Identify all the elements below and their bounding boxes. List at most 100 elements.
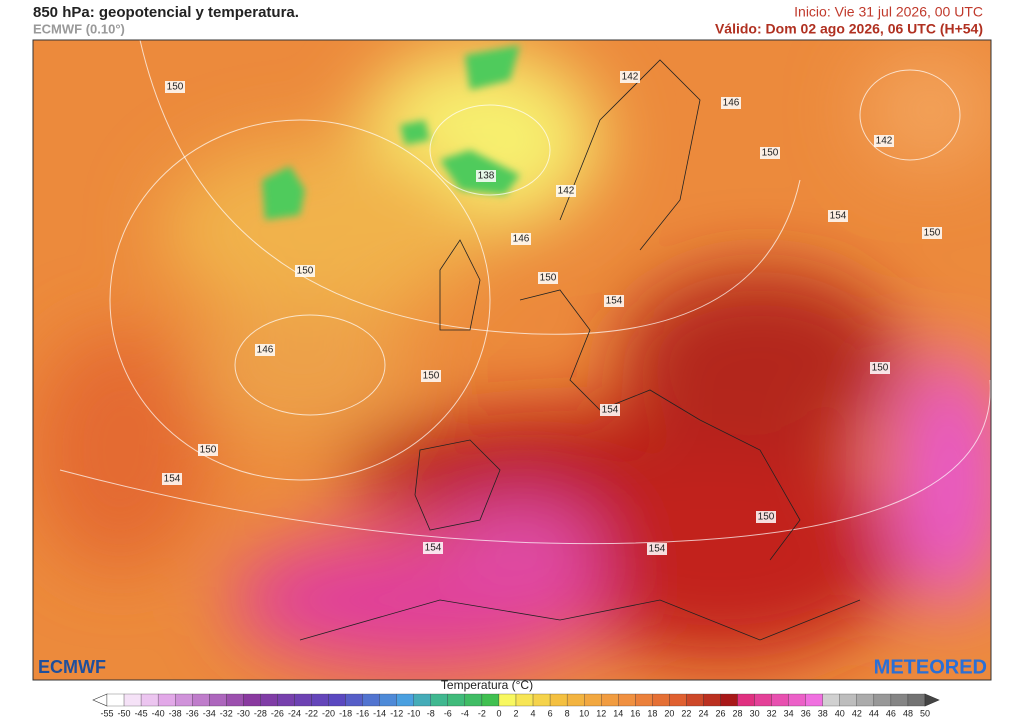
colorbar-tick-label: -26: [271, 708, 284, 718]
contour-label-bg: [760, 147, 780, 159]
colorbar-segment: [379, 693, 397, 707]
valid-time: Válido: Dom 02 ago 2026, 06 UTC (H+54): [715, 21, 983, 37]
colorbar-segment: [157, 693, 176, 707]
colorbar-segment: [584, 693, 602, 707]
colorbar-tick-label: -32: [220, 708, 233, 718]
colorbar-tick-label: 22: [681, 708, 691, 718]
colorbar-tick-label: 12: [596, 708, 606, 718]
colorbar-tick-label: 16: [630, 708, 640, 718]
colorbar-segment: [294, 693, 312, 707]
contour-label-bg: [604, 295, 624, 307]
contour-label-bg: [198, 444, 218, 456]
colorbar-segment: [788, 693, 806, 707]
colorbar-segment: [243, 693, 261, 707]
colorbar-tick-label: -40: [152, 708, 165, 718]
contour-label: 142: [558, 186, 575, 197]
colorbar-segment: [754, 693, 772, 707]
colorbar-tick-label: -36: [186, 708, 199, 718]
contour-label-bg: [828, 210, 848, 222]
colorbar-tick-label: -38: [169, 708, 182, 718]
colorbar-tick-label: -6: [444, 708, 452, 718]
colorbar-arrow-left: [92, 693, 108, 707]
colorbar-segment: [839, 693, 857, 707]
colorbar-tick-label: 20: [664, 708, 674, 718]
colorbar-segment: [345, 693, 363, 707]
colorbar-tick-label: 40: [835, 708, 845, 718]
contour-label-bg: [620, 71, 640, 83]
model: ECMWF (0.10°): [33, 21, 125, 36]
contour-label-bg: [600, 404, 620, 416]
colorbar-tick-label: 14: [613, 708, 623, 718]
colorbar-segment: [447, 693, 466, 707]
colorbar-tick-label: 0: [496, 708, 501, 718]
colorbar-tick-label: 8: [565, 708, 570, 718]
colorbar-segment: [328, 693, 346, 707]
colorbar-tick-label: 28: [733, 708, 743, 718]
colorbar-segment: [226, 693, 244, 707]
contour-label: 150: [872, 363, 889, 374]
colorbar-tick-label: -22: [305, 708, 318, 718]
contour-label-bg: [165, 81, 185, 93]
colorbar-tick-label: -12: [390, 708, 403, 718]
colorbar-tick-label: 38: [818, 708, 828, 718]
colorbar-tick-label: -30: [237, 708, 250, 718]
contour-label-bg: [556, 185, 576, 197]
colorbar-segment: [635, 693, 653, 707]
contour-label: 150: [540, 273, 557, 284]
contour-label-bg: [423, 542, 443, 554]
contour-label: 150: [423, 371, 440, 382]
contour-label: 150: [297, 266, 314, 277]
colorbar-tick-label: 44: [869, 708, 879, 718]
contour-label-bg: [162, 473, 182, 485]
colorbar-tick-label: 2: [513, 708, 518, 718]
contour-label-bg: [647, 543, 667, 555]
contour-label-bg: [756, 511, 776, 523]
colorbar-segment: [515, 693, 534, 707]
contour-label-bg: [476, 170, 496, 182]
contour-label: 150: [924, 228, 941, 239]
colorbar-tick-label: 32: [767, 708, 777, 718]
colorbar-segment: [873, 693, 892, 707]
colorbar-tick-label: 18: [647, 708, 657, 718]
colorbar-segment: [822, 693, 840, 707]
colorbar-segment: [498, 693, 517, 707]
colorbar-segment: [907, 693, 926, 707]
contour-label: 150: [200, 445, 217, 456]
colorbar-segment: [277, 693, 295, 707]
colorbar-segment: [652, 693, 670, 707]
contour-label: 150: [167, 82, 184, 93]
contour-label-bg: [295, 265, 315, 277]
colorbar-segment: [311, 693, 329, 707]
colorbar-segment: [669, 693, 687, 707]
contour-label: 150: [762, 148, 779, 159]
colorbar-tick-label: -2: [478, 708, 486, 718]
colorbar-tick-label: 30: [750, 708, 760, 718]
colorbar-tick-label: 6: [548, 708, 553, 718]
colorbar-segment: [413, 693, 431, 707]
contour-label: 154: [649, 544, 666, 555]
colorbar-segment: [703, 693, 721, 707]
contour-label: 154: [606, 296, 623, 307]
colorbar-segment: [396, 693, 414, 707]
contour-label: 146: [723, 98, 740, 109]
colorbar-segment: [618, 693, 636, 707]
colorbar-segment: [737, 693, 755, 707]
colorbar-tick-label: 50: [920, 708, 930, 718]
colorbar-tick-label: -24: [288, 708, 301, 718]
colorbar-segment: [549, 693, 568, 707]
contour-label-bg: [421, 370, 441, 382]
colorbar-tick-label: 46: [886, 708, 896, 718]
colorbar-tick-label: -10: [407, 708, 420, 718]
colorbar-tick-label: 10: [579, 708, 589, 718]
contour-label-bg: [538, 272, 558, 284]
colorbar-segment: [805, 693, 823, 707]
colorbar-tick-label: -16: [356, 708, 369, 718]
colorbar-segment: [362, 693, 380, 707]
colorbar-tick-label: 48: [903, 708, 913, 718]
colorbar-tick-label: 34: [784, 708, 794, 718]
contour-label: 146: [257, 345, 274, 356]
contour-label-bg: [255, 344, 275, 356]
colorbar-segment: [890, 693, 909, 707]
colorbar-segment: [464, 693, 483, 707]
